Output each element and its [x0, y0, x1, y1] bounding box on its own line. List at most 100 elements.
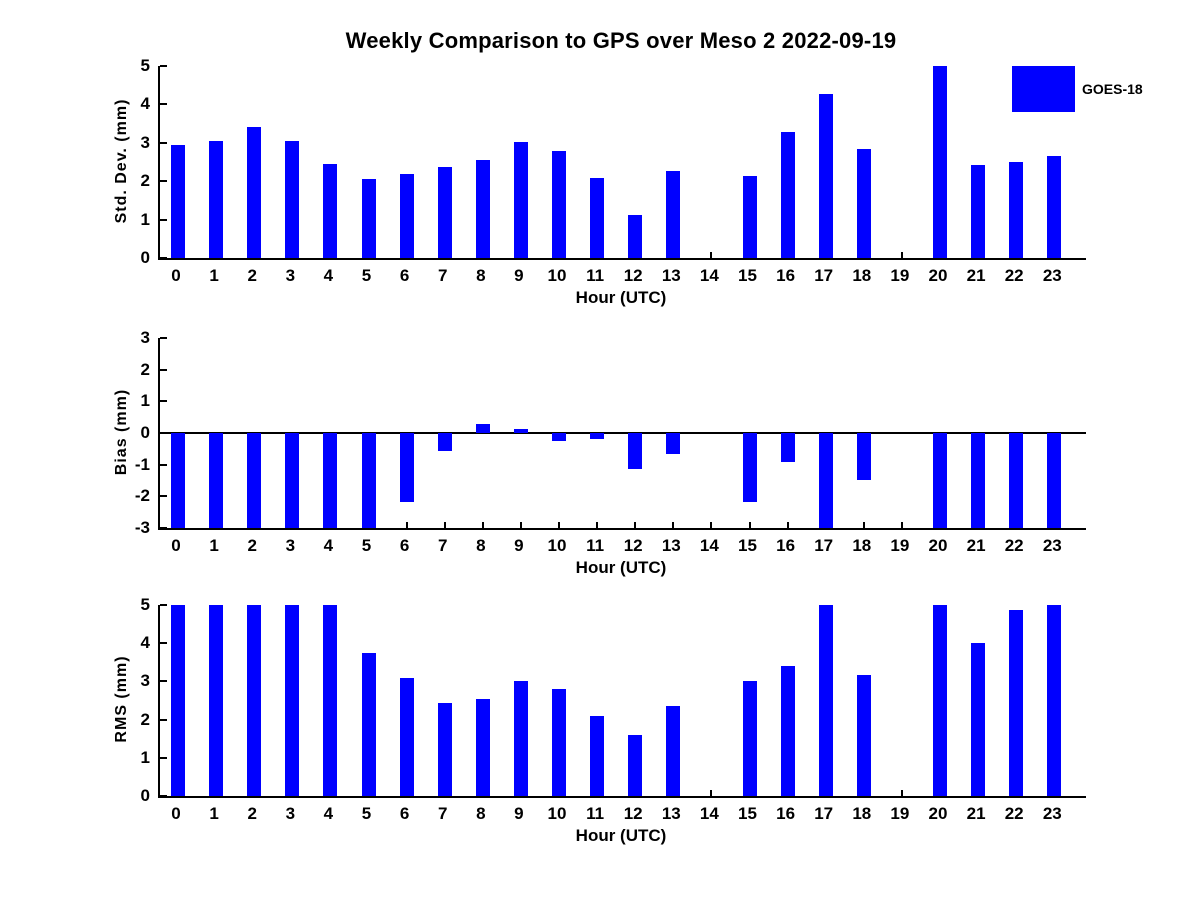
y-tick-label: 2: [140, 171, 150, 191]
y-tick-label: 1: [140, 391, 150, 411]
bar-hour-22: [1009, 433, 1024, 528]
bar-hour-8: [475, 698, 490, 796]
y-tick: [160, 642, 167, 645]
bar-hour-4: [323, 433, 338, 528]
bar-hour-9: [513, 428, 528, 433]
x-tick-label: 23: [1042, 536, 1062, 555]
bar-hour-17: [818, 605, 833, 796]
x-tick-label: 11: [586, 804, 605, 823]
bar-hour-21: [971, 165, 986, 258]
x-tick: [710, 790, 713, 796]
y-tick-label: 5: [140, 56, 150, 75]
x-tick-label: 16: [776, 536, 796, 555]
bar-hour-5: [361, 433, 376, 528]
x-tick-label: 5: [361, 266, 372, 285]
bar-hour-18: [856, 433, 871, 481]
x-tick-label: 15: [738, 266, 757, 285]
x-tick: [710, 252, 713, 258]
y-tick: [160, 463, 167, 466]
x-tick: [443, 522, 446, 528]
bar-hour-16: [780, 132, 795, 258]
x-tick-label: 5: [361, 804, 372, 823]
y-axis-label-rms: RMS (mm): [113, 655, 130, 743]
x-tick-label: 8: [476, 536, 486, 555]
x-tick-label: 20: [928, 536, 948, 555]
chart-title: Weekly Comparison to GPS over Meso 2 202…: [345, 28, 897, 53]
bar-hour-17: [818, 433, 833, 528]
bar-hour-20: [933, 605, 947, 796]
bar-hour-15: [742, 176, 757, 258]
y-tick: [160, 795, 167, 797]
y-tick-label: 2: [140, 709, 150, 729]
x-tick-label: 7: [437, 266, 448, 285]
y-tick-label: -3: [134, 518, 150, 537]
x-tick-label: 12: [623, 804, 643, 823]
bar-hour-23: [1047, 605, 1062, 796]
bar-hour-7: [437, 167, 452, 258]
x-tick-label: 5: [361, 536, 372, 555]
x-tick: [786, 522, 789, 528]
bar-hour-18: [856, 674, 871, 796]
y-tick-label: 3: [140, 132, 150, 152]
bar-hour-21: [971, 643, 986, 796]
x-tick-label: 4: [323, 804, 334, 823]
x-tick-label: 0: [171, 536, 181, 555]
x-tick-label: 6: [399, 804, 410, 823]
bar-hour-22: [1009, 162, 1024, 258]
bar-hour-11: [590, 433, 605, 439]
legend-swatch: [1012, 66, 1075, 112]
rms-plot-area: [158, 604, 1086, 798]
y-tick-label: 0: [140, 786, 150, 805]
x-tick-label: 14: [699, 266, 719, 285]
y-tick-label: 0: [140, 423, 150, 442]
bar-hour-3: [285, 433, 300, 528]
bar-hour-16: [780, 666, 795, 796]
y-tick: [160, 400, 167, 403]
x-tick-label: 10: [547, 266, 567, 285]
x-tick-label: 10: [547, 804, 567, 823]
zero-line: [160, 432, 1086, 434]
bar-hour-6: [399, 433, 414, 503]
x-tick: [710, 522, 713, 528]
x-tick-label: 23: [1042, 804, 1062, 823]
x-axis-label-bottom: Hour (UTC): [575, 826, 667, 845]
bar-hour-21: [971, 433, 986, 528]
x-tick-label: 21: [966, 266, 986, 285]
x-tick: [672, 522, 675, 528]
x-tick-label: 1: [209, 266, 219, 285]
x-tick-label: 23: [1042, 266, 1062, 285]
y-tick-label: 4: [140, 633, 150, 653]
x-tick-label: 10: [547, 536, 567, 555]
y-tick: [160, 141, 167, 144]
bar-hour-8: [475, 159, 490, 258]
x-tick-label: 14: [699, 804, 719, 823]
bar-hour-10: [552, 689, 566, 796]
x-tick-label: 14: [699, 536, 719, 555]
x-tick-label: 18: [852, 804, 872, 823]
x-tick-label: 19: [890, 804, 910, 823]
x-tick-label: 3: [285, 804, 296, 823]
x-tick-label: 13: [661, 536, 681, 555]
x-tick-label: 2: [247, 266, 257, 285]
x-tick-label: 9: [514, 536, 524, 555]
bar-hour-2: [247, 433, 262, 528]
bar-hour-15: [742, 680, 757, 796]
y-tick-label: 2: [140, 359, 150, 379]
bar-hour-0: [171, 605, 185, 796]
y-tick: [160, 218, 167, 221]
x-tick: [558, 522, 560, 528]
x-tick-label: 3: [285, 266, 296, 285]
y-tick: [160, 180, 167, 183]
bar-hour-12: [628, 433, 643, 470]
bar-hour-3: [285, 141, 300, 258]
x-tick: [900, 790, 903, 796]
x-tick-label: 1: [209, 804, 219, 823]
y-tick-label: 4: [140, 94, 150, 114]
x-tick-label: 7: [437, 536, 448, 555]
y-axis-label-std-dev: Std. Dev. (mm): [113, 98, 130, 224]
x-tick: [862, 522, 865, 528]
bar-hour-1: [209, 140, 224, 258]
bar-hour-18: [856, 148, 871, 258]
x-tick-label: 18: [852, 266, 872, 285]
bar-hour-17: [818, 94, 833, 258]
